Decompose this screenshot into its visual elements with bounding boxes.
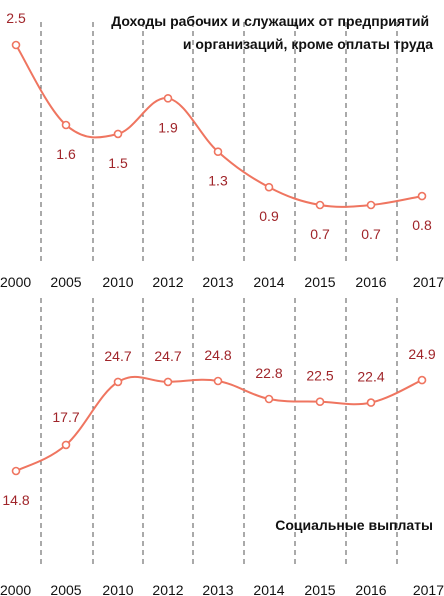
data-points [11,40,427,210]
data-point-2017 [417,191,427,201]
x-tick-labels: 2000 2005 2010 2012 2013 2014 2015 2016 2017 [0,274,444,290]
chart-title-line-1: Доходы рабочих и служащих от предприятий [111,13,429,29]
x-tick-2000: 2000 [0,274,31,290]
data-point-2013 [213,147,223,156]
data-labels: 2.5 1.6 1.5 1.9 1.3 0.9 0.7 0.7 0.8 [6,10,432,242]
data-point-2005 [61,440,71,450]
x-tick-2017: 2017 [413,274,444,290]
data-point-2015 [315,397,325,407]
data-point-2014 [264,182,274,192]
x-tick-2012: 2012 [152,274,183,290]
data-label-2014: 22.8 [255,365,282,381]
vertical-gridlines [40,22,398,262]
data-point-2000 [11,466,21,476]
series-line [15,44,423,208]
chart-social-payments: 14.8 17.7 24.7 24.7 24.8 22.8 22.5 22.4 24.9 200… [0,298,444,596]
data-label-2016: 0.7 [361,226,381,242]
x-tick-labels: 2000 2005 2010 2012 2013 2014 2015 2016 2017 [0,582,444,596]
chart-title: Доходы рабочих и служащих от предприятий… [111,13,433,52]
data-label-2005: 17.7 [52,409,79,425]
x-tick-2000: 2000 [0,582,31,596]
data-label-2005: 1.6 [56,146,76,162]
x-tick-2015: 2015 [304,582,335,596]
chart-title-line-2: и организаций, кроме оплаты труда [183,36,433,52]
data-label-2000: 14.8 [2,492,29,508]
x-tick-2010: 2010 [102,274,133,290]
data-point-2000 [11,40,21,50]
data-point-2016 [366,398,376,407]
chart-income-other: 2.5 1.6 1.5 1.9 1.3 0.9 0.7 0.7 0.8 2000 2005 2010… [0,10,444,290]
chart-title: Социальные выплаты [275,517,433,533]
data-label-2017: 0.8 [412,217,432,233]
x-tick-2010: 2010 [102,582,133,596]
data-point-2017 [417,375,427,385]
data-point-2012 [163,377,173,387]
x-tick-2015: 2015 [304,274,335,290]
x-tick-2013: 2013 [202,582,233,596]
data-label-2012: 1.9 [158,119,178,135]
data-point-2012 [163,94,173,103]
data-label-2015: 22.5 [306,368,333,384]
data-point-2015 [315,200,325,210]
x-tick-2005: 2005 [50,582,81,596]
data-label-2012: 24.7 [154,348,181,364]
data-point-2005 [61,120,71,130]
data-point-2016 [366,200,376,210]
vertical-gridlines [40,298,398,568]
chart-title-line-1: Социальные выплаты [275,517,433,533]
x-tick-2014: 2014 [253,274,284,290]
data-point-2010 [113,377,123,387]
data-points [11,375,427,476]
x-tick-2013: 2013 [202,274,233,290]
data-label-2000: 2.5 [6,10,26,26]
data-label-2010: 24.7 [104,348,131,364]
data-point-2013 [213,376,223,386]
data-point-2014 [264,394,274,404]
x-tick-2005: 2005 [50,274,81,290]
x-tick-2014: 2014 [253,582,284,596]
data-labels: 14.8 17.7 24.7 24.7 24.8 22.8 22.5 22.4 24.9 [2,346,435,508]
data-label-2017: 24.9 [408,346,435,362]
data-label-2014: 0.9 [259,208,279,224]
x-tick-2016: 2016 [355,274,386,290]
data-label-2013: 24.8 [204,347,231,363]
data-point-2010 [113,129,123,139]
data-label-2010: 1.5 [108,155,128,171]
data-label-2015: 0.7 [310,226,330,242]
x-tick-2016: 2016 [355,582,386,596]
x-tick-2012: 2012 [152,582,183,596]
x-tick-2017: 2017 [413,582,444,596]
data-label-2016: 22.4 [357,369,384,385]
data-label-2013: 1.3 [208,173,228,189]
